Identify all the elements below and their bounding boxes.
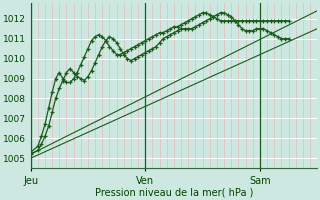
X-axis label: Pression niveau de la mer( hPa ): Pression niveau de la mer( hPa ) <box>95 187 253 197</box>
